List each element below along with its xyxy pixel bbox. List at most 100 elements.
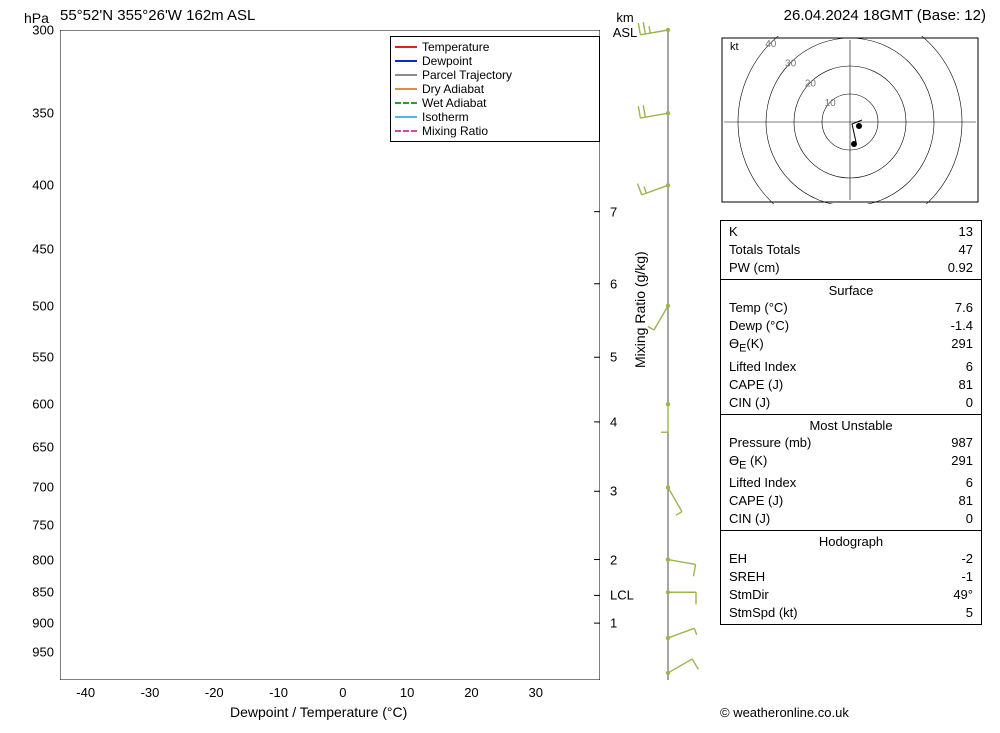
index-value: 6 bbox=[966, 358, 973, 376]
legend-swatch bbox=[395, 74, 417, 76]
index-value: 5 bbox=[966, 604, 973, 622]
hodograph: 10203040kt bbox=[720, 36, 980, 204]
index-row: ϴE (K)291 bbox=[729, 452, 973, 475]
ytick-left: 750 bbox=[14, 517, 54, 532]
legend-swatch bbox=[395, 130, 417, 132]
ytick-left: 450 bbox=[14, 241, 54, 256]
index-key: StmSpd (kt) bbox=[729, 604, 798, 622]
index-section: SurfaceTemp (°C) 7.6 Dewp (°C) -1.4 ϴE(K) 291… bbox=[721, 279, 981, 414]
index-value: 987 bbox=[951, 434, 973, 452]
index-key: Lifted Index bbox=[729, 474, 796, 492]
root: 55°52'N 355°26'W 162m ASL 26.04.2024 18G… bbox=[0, 0, 1000, 733]
index-row: StmDir49° bbox=[729, 586, 973, 604]
index-value: 81 bbox=[959, 376, 973, 394]
index-row: Temp (°C) 7.6 bbox=[729, 299, 973, 317]
index-key: Dewp (°C) bbox=[729, 317, 789, 335]
index-row: SREH -1 bbox=[729, 568, 973, 586]
index-row: Lifted Index 6 bbox=[729, 474, 973, 492]
index-row: EH -2 bbox=[729, 550, 973, 568]
index-key: Lifted Index bbox=[729, 358, 796, 376]
legend-swatch bbox=[395, 116, 417, 118]
index-row: Dewp (°C) -1.4 bbox=[729, 317, 973, 335]
indices-panel: K13Totals Totals47PW (cm) 0.92 SurfaceTemp… bbox=[720, 220, 982, 625]
svg-text:30: 30 bbox=[785, 59, 797, 70]
section-title: Most Unstable bbox=[729, 417, 973, 434]
xtick: -10 bbox=[259, 685, 299, 700]
index-key: CAPE (J) bbox=[729, 376, 783, 394]
legend-label: Temperature bbox=[422, 40, 489, 54]
ytick-left: 400 bbox=[14, 178, 54, 193]
index-value: 13 bbox=[959, 223, 973, 241]
ytick-right-km: 5 bbox=[610, 350, 640, 365]
legend-swatch bbox=[395, 88, 417, 90]
index-value: 291 bbox=[951, 452, 973, 475]
legend-item: Dry Adiabat bbox=[395, 82, 595, 96]
index-value: 0.92 bbox=[948, 259, 973, 277]
index-value: 0 bbox=[966, 510, 973, 528]
y-axis-right-label: km ASL bbox=[610, 10, 640, 40]
xtick: -20 bbox=[194, 685, 234, 700]
index-value: 6 bbox=[966, 474, 973, 492]
xtick: 0 bbox=[323, 685, 363, 700]
index-value: -1 bbox=[961, 568, 973, 586]
index-key: CIN (J) bbox=[729, 510, 770, 528]
legend-item: Dewpoint bbox=[395, 54, 595, 68]
xtick: 10 bbox=[387, 685, 427, 700]
index-row: Pressure (mb)987 bbox=[729, 434, 973, 452]
ytick-left: 550 bbox=[14, 350, 54, 365]
index-key: CIN (J) bbox=[729, 394, 770, 412]
index-section: Most UnstablePressure (mb)987ϴE (K)291Li… bbox=[721, 414, 981, 531]
index-value: -1.4 bbox=[951, 317, 973, 335]
legend-label: Isotherm bbox=[422, 110, 469, 124]
legend-label: Dewpoint bbox=[422, 54, 472, 68]
index-value: 291 bbox=[951, 335, 973, 358]
legend-swatch bbox=[395, 60, 417, 62]
svg-text:kt: kt bbox=[730, 41, 739, 53]
index-key: EH bbox=[729, 550, 747, 568]
copyright-text: © weatheronline.co.uk bbox=[720, 705, 849, 720]
index-key: ϴE(K) bbox=[729, 335, 764, 358]
index-key: Totals Totals bbox=[729, 241, 800, 259]
legend-label: Dry Adiabat bbox=[422, 82, 484, 96]
index-row: Totals Totals47 bbox=[729, 241, 973, 259]
section-title: Surface bbox=[729, 282, 973, 299]
index-row: StmSpd (kt) 5 bbox=[729, 604, 973, 622]
index-value: -2 bbox=[961, 550, 973, 568]
ytick-right-km: 4 bbox=[610, 414, 640, 429]
xtick: -40 bbox=[66, 685, 106, 700]
ytick-left: 350 bbox=[14, 106, 54, 121]
index-key: PW (cm) bbox=[729, 259, 780, 277]
svg-text:10: 10 bbox=[825, 98, 837, 109]
svg-text:20: 20 bbox=[805, 78, 817, 89]
ytick-right-km: 2 bbox=[610, 552, 640, 567]
ytick-left: 800 bbox=[14, 552, 54, 567]
index-row: CIN (J) 0 bbox=[729, 394, 973, 412]
ytick-left: 300 bbox=[14, 23, 54, 38]
plot-title-location: 55°52'N 355°26'W 162m ASL bbox=[60, 7, 255, 24]
section-title: Hodograph bbox=[729, 533, 973, 550]
plot-title-time: 26.04.2024 18GMT (Base: 12) bbox=[784, 7, 986, 24]
index-value: 0 bbox=[966, 394, 973, 412]
legend-item: Isotherm bbox=[395, 110, 595, 124]
index-key: Temp (°C) bbox=[729, 299, 788, 317]
xtick: 30 bbox=[516, 685, 556, 700]
ytick-right-km: 7 bbox=[610, 204, 640, 219]
index-row: PW (cm) 0.92 bbox=[729, 259, 973, 277]
index-row: CAPE (J)81 bbox=[729, 492, 973, 510]
legend-label: Wet Adiabat bbox=[422, 96, 487, 110]
index-value: 49° bbox=[953, 586, 973, 604]
ytick-left: 950 bbox=[14, 645, 54, 660]
x-axis-label: Dewpoint / Temperature (°C) bbox=[230, 704, 407, 720]
legend-box: TemperatureDewpointParcel TrajectoryDry … bbox=[390, 36, 600, 142]
index-key: SREH bbox=[729, 568, 765, 586]
ytick-left: 500 bbox=[14, 298, 54, 313]
legend-swatch bbox=[395, 102, 417, 104]
ytick-left: 850 bbox=[14, 585, 54, 600]
index-value: 7.6 bbox=[955, 299, 973, 317]
legend-item: Wet Adiabat bbox=[395, 96, 595, 110]
index-row: K13 bbox=[729, 223, 973, 241]
legend-label: Parcel Trajectory bbox=[422, 68, 512, 82]
index-row: ϴE(K) 291 bbox=[729, 335, 973, 358]
legend-item: Parcel Trajectory bbox=[395, 68, 595, 82]
index-section: HodographEH -2 SREH -1StmDir49°StmSpd (kt) 5 bbox=[721, 530, 981, 624]
